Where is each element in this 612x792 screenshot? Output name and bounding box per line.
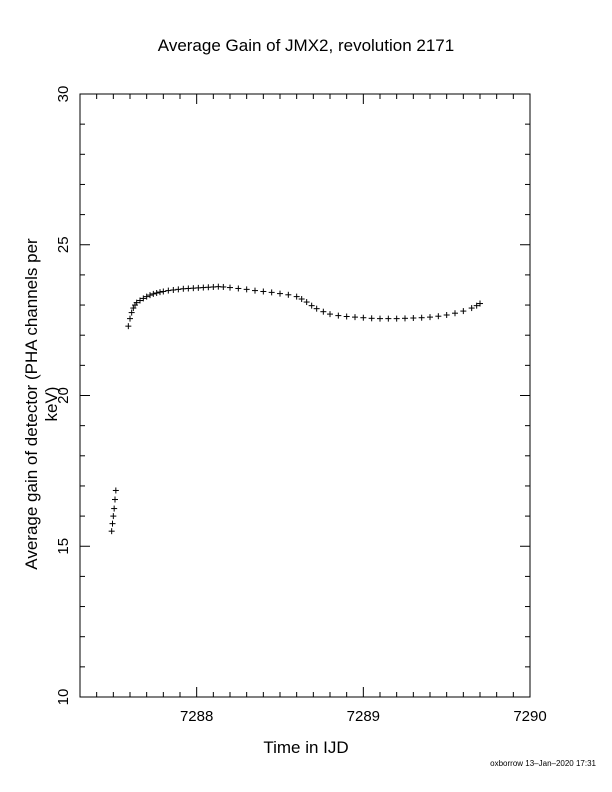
data-point — [277, 290, 283, 297]
data-point — [360, 314, 367, 321]
data-point — [443, 311, 450, 318]
data-point — [143, 293, 150, 300]
data-point — [130, 305, 137, 312]
data-point — [285, 291, 292, 298]
y-tick-label: 10 — [55, 689, 72, 706]
data-point — [460, 308, 467, 315]
data-point — [112, 487, 119, 494]
x-axis-label: Time in IJD — [263, 738, 349, 757]
data-point — [157, 289, 163, 296]
data-point — [128, 309, 135, 316]
data-point — [137, 297, 143, 304]
data-point — [147, 292, 153, 299]
data-point — [308, 302, 315, 309]
x-tick-label: 7288 — [180, 708, 213, 725]
data-point — [452, 310, 458, 317]
data-point — [160, 288, 167, 295]
data-point — [153, 289, 160, 296]
data-point — [243, 286, 250, 293]
data-point — [327, 311, 333, 318]
data-point — [175, 286, 182, 293]
data-point — [165, 287, 172, 294]
data-point — [303, 299, 310, 306]
data-point — [150, 290, 157, 297]
data-point — [468, 305, 475, 312]
data-point — [352, 314, 358, 321]
axis-ticks — [79, 93, 531, 698]
data-point — [410, 315, 417, 322]
x-tick-label: 7290 — [513, 708, 546, 725]
data-point — [235, 285, 242, 292]
data-point — [133, 299, 140, 306]
data-point — [377, 315, 383, 322]
data-point — [320, 308, 327, 315]
data-point — [127, 315, 133, 322]
data-point — [125, 323, 132, 330]
y-axis-label: Average gain of detector (PHA channels p… — [22, 238, 61, 570]
data-point — [109, 520, 116, 527]
data-point — [298, 296, 305, 303]
data-point — [435, 313, 442, 320]
chart-title: Average Gain of JMX2, revolution 2171 — [157, 36, 455, 55]
data-point — [335, 312, 342, 319]
data-point — [110, 513, 117, 520]
data-point — [385, 315, 392, 322]
y-tick-label: 25 — [55, 236, 72, 253]
data-point — [108, 528, 115, 535]
data-point — [170, 286, 177, 293]
data-point — [268, 289, 275, 296]
data-point — [112, 496, 118, 503]
axis-tick-labels: 7288 7289 7290 10 15 20 25 30 — [55, 86, 547, 725]
data-point — [227, 284, 233, 291]
data-point — [477, 300, 483, 307]
data-point — [111, 505, 118, 512]
data-point — [427, 314, 433, 321]
data-point — [402, 315, 408, 322]
plot-frame — [79, 93, 531, 698]
footer-timestamp: oxborrow 13–Jan–2020 17:31 — [490, 759, 596, 768]
data-point — [260, 288, 267, 295]
data-point — [418, 314, 425, 321]
y-tick-label: 30 — [55, 86, 72, 103]
data-point — [220, 283, 227, 290]
data-points — [108, 283, 483, 535]
data-point — [473, 302, 480, 309]
data-point — [140, 295, 147, 302]
data-point — [313, 305, 320, 312]
data-point — [252, 287, 258, 294]
y-tick-label: 15 — [55, 538, 72, 555]
data-point — [393, 315, 400, 322]
y-tick-label: 20 — [55, 387, 72, 404]
data-point — [293, 293, 300, 300]
x-tick-label: 7289 — [347, 708, 380, 725]
data-point — [368, 315, 375, 322]
data-point — [343, 313, 350, 320]
